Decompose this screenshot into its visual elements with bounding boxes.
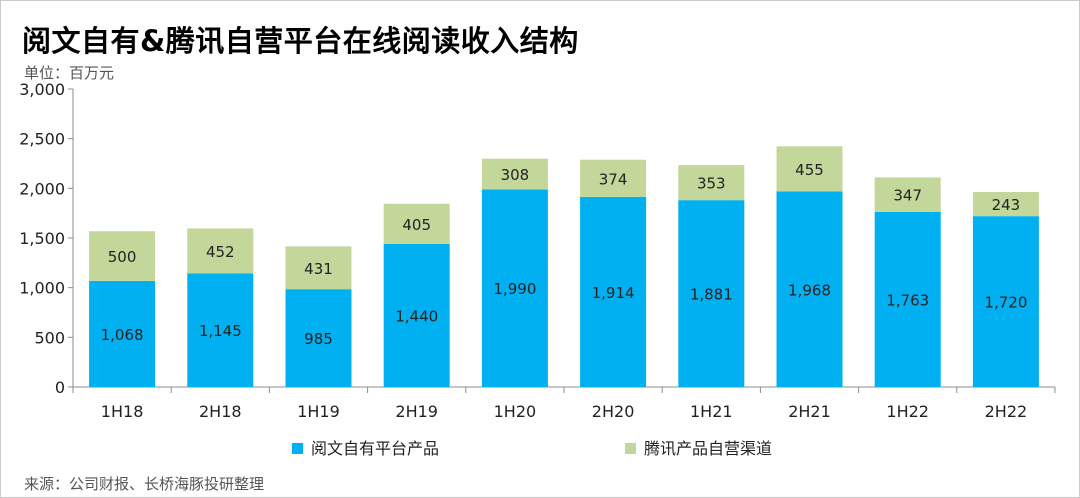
bar-series2: [972, 192, 1039, 217]
axes: 0 500 1,000 1,500 2,000 2,500 3,000: [19, 80, 1056, 397]
value-labels: 1,068 500 1,145 452 985 431 1,440 405 1,990 308 1,…: [101, 161, 1028, 348]
data-label-series2: 347: [893, 187, 922, 205]
bar-series1: [89, 280, 156, 387]
bar-series2: [776, 146, 843, 192]
data-label-series2: 405: [402, 216, 431, 234]
y-tick-label: 3,000: [19, 80, 65, 99]
bar-series1: [285, 289, 352, 387]
bars: [89, 146, 1039, 387]
bar-series2: [285, 246, 352, 290]
y-tick-label: 1,000: [19, 279, 65, 298]
data-label-series1: 1,145: [199, 322, 242, 340]
bar-series2: [580, 159, 647, 197]
y-tick-label: 500: [34, 328, 65, 347]
legend-label-series2: 腾讯产品自营渠道: [644, 439, 772, 458]
x-tick-label: 1H21: [690, 402, 733, 421]
x-tick-label: 2H22: [985, 402, 1028, 421]
y-tick-label: 1,500: [19, 229, 65, 248]
data-label-series2: 455: [795, 161, 824, 179]
y-tick-label: 2,000: [19, 179, 65, 198]
data-label-series2: 243: [992, 196, 1021, 214]
data-label-series2: 500: [108, 248, 137, 266]
bar-series1: [187, 273, 254, 387]
legend: 阅文自有平台产品 腾讯产品自营渠道: [292, 439, 772, 458]
x-tick-label: 1H18: [101, 402, 144, 421]
data-label-series1: 1,720: [984, 294, 1027, 312]
bar-series2: [187, 228, 254, 274]
data-label-series1: 985: [304, 330, 333, 348]
bar-series1: [874, 211, 941, 387]
data-label-series1: 1,968: [788, 281, 831, 299]
bar-series2: [383, 203, 450, 244]
bar-series1: [678, 200, 745, 387]
x-tick-label: 1H19: [297, 402, 340, 421]
data-label-series1: 1,440: [395, 307, 438, 325]
data-label-series1: 1,881: [690, 286, 733, 304]
bar-series2: [481, 158, 548, 190]
source-note: 来源：公司财报、长桥海豚投研整理: [24, 475, 265, 493]
bar-series1: [580, 196, 647, 387]
data-label-series2: 374: [599, 170, 628, 188]
data-label-series1: 1,914: [592, 284, 635, 302]
x-tick-label: 1H20: [494, 402, 537, 421]
data-label-series1: 1,990: [493, 280, 536, 298]
bar-series1: [383, 243, 450, 387]
data-label-series2: 353: [697, 175, 726, 193]
bar-series2: [678, 165, 745, 201]
data-label-series2: 431: [304, 260, 333, 278]
data-label-series1: 1,068: [101, 326, 144, 344]
x-tick-label: 2H19: [395, 402, 438, 421]
data-label-series2: 308: [501, 166, 530, 184]
legend-swatch-series2: [625, 443, 636, 454]
x-tick-label: 2H20: [592, 402, 635, 421]
bar-series1: [972, 216, 1039, 387]
x-tick-label: 1H22: [886, 402, 929, 421]
bar-series2: [89, 231, 156, 281]
legend-label-series1: 阅文自有平台产品: [311, 439, 439, 458]
y-tick-label: 0: [55, 378, 65, 397]
y-tick-label: 2,500: [19, 130, 65, 149]
x-tick-label: 2H18: [199, 402, 242, 421]
chart-title: 阅文自有&腾讯自营平台在线阅读收入结构: [22, 24, 579, 58]
data-label-series2: 452: [206, 243, 235, 261]
unit-label: 单位：百万元: [24, 64, 115, 82]
data-label-series1: 1,763: [886, 291, 929, 309]
x-tick-label: 2H21: [788, 402, 831, 421]
bar-series1: [481, 189, 548, 387]
legend-swatch-series1: [292, 443, 303, 454]
bar-series1: [776, 191, 843, 387]
bar-series2: [874, 177, 941, 212]
x-tick-labels: 1H18 2H18 1H19 2H19 1H20 2H20 1H21 2H21 1H22 2H22: [101, 402, 1027, 421]
